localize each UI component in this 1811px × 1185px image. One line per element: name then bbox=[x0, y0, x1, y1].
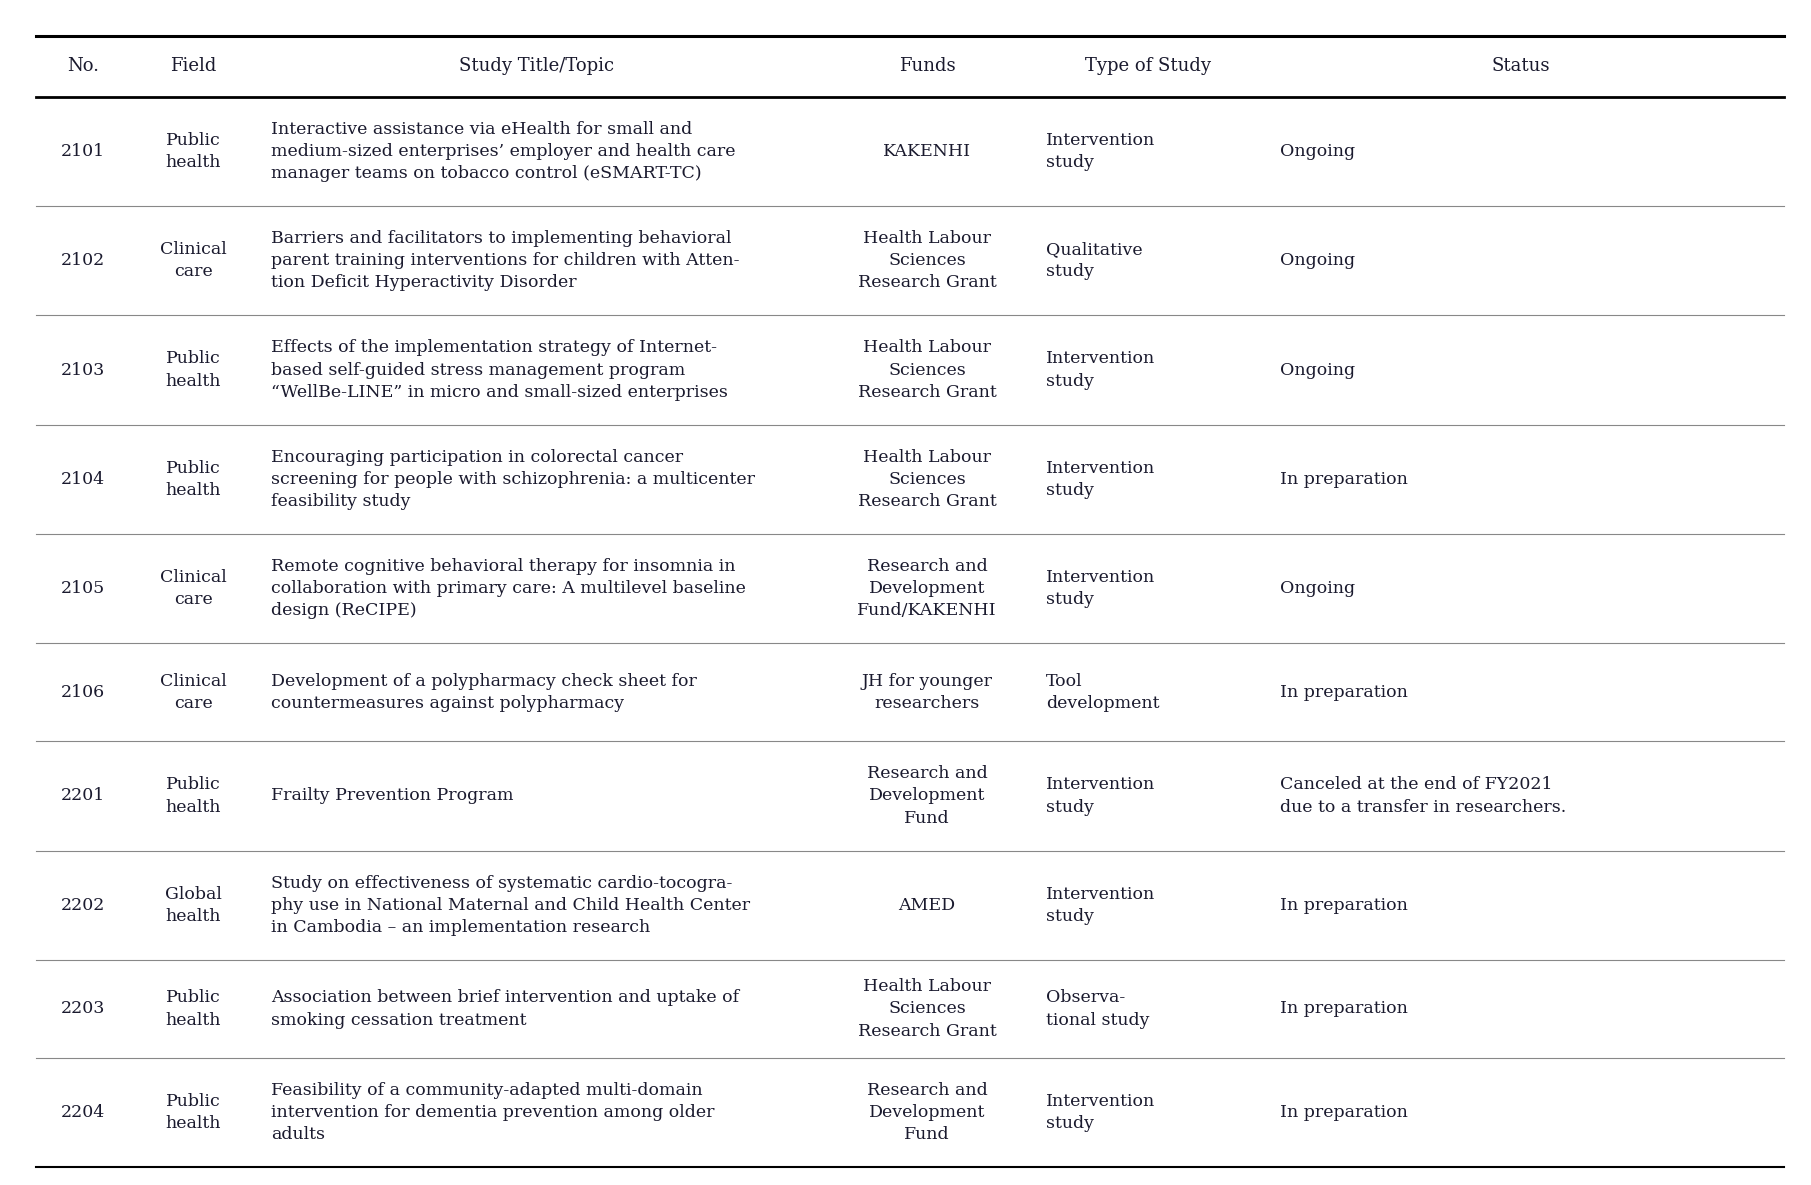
Text: Public
health: Public health bbox=[165, 132, 221, 171]
Text: Study Title/Topic: Study Title/Topic bbox=[460, 57, 614, 75]
Text: 2203: 2203 bbox=[62, 1000, 105, 1018]
Text: Public
health: Public health bbox=[165, 1093, 221, 1132]
Text: Canceled at the end of FY2021
due to a transfer in researchers.: Canceled at the end of FY2021 due to a t… bbox=[1280, 776, 1567, 815]
Text: Ongoing: Ongoing bbox=[1280, 361, 1355, 378]
Text: Tool
development: Tool development bbox=[1047, 673, 1159, 712]
Text: Ongoing: Ongoing bbox=[1280, 143, 1355, 160]
Text: Ongoing: Ongoing bbox=[1280, 581, 1355, 597]
Text: Intervention
study: Intervention study bbox=[1047, 132, 1155, 171]
Text: Remote cognitive behavioral therapy for insomnia in
collaboration with primary c: Remote cognitive behavioral therapy for … bbox=[272, 558, 746, 620]
Text: Health Labour
Sciences
Research Grant: Health Labour Sciences Research Grant bbox=[858, 339, 996, 401]
Text: Intervention
study: Intervention study bbox=[1047, 885, 1155, 924]
Text: Ongoing: Ongoing bbox=[1280, 252, 1355, 269]
Text: 2106: 2106 bbox=[62, 684, 105, 700]
Text: Effects of the implementation strategy of Internet-
based self-guided stress man: Effects of the implementation strategy o… bbox=[272, 339, 728, 401]
Text: Barriers and facilitators to implementing behavioral
parent training interventio: Barriers and facilitators to implementin… bbox=[272, 230, 739, 292]
Text: 2104: 2104 bbox=[62, 470, 105, 488]
Text: Clinical
care: Clinical care bbox=[159, 673, 226, 712]
Text: Public
health: Public health bbox=[165, 989, 221, 1029]
Text: Intervention
study: Intervention study bbox=[1047, 1093, 1155, 1132]
Text: Qualitative
study: Qualitative study bbox=[1047, 242, 1143, 281]
Text: Clinical
care: Clinical care bbox=[159, 569, 226, 608]
Text: Study on effectiveness of systematic cardio-tocogra-
phy use in National Materna: Study on effectiveness of systematic car… bbox=[272, 875, 750, 936]
Text: Public
health: Public health bbox=[165, 351, 221, 390]
Text: Health Labour
Sciences
Research Grant: Health Labour Sciences Research Grant bbox=[858, 230, 996, 292]
Text: Intervention
study: Intervention study bbox=[1047, 351, 1155, 390]
Text: KAKENHI: KAKENHI bbox=[884, 143, 971, 160]
Text: JH for younger
researchers: JH for younger researchers bbox=[862, 673, 992, 712]
Text: Observa-
tional study: Observa- tional study bbox=[1047, 989, 1150, 1029]
Text: In preparation: In preparation bbox=[1280, 470, 1407, 488]
Text: AMED: AMED bbox=[898, 897, 956, 914]
Text: Encouraging participation in colorectal cancer
screening for people with schizop: Encouraging participation in colorectal … bbox=[272, 449, 755, 510]
Text: 2201: 2201 bbox=[62, 788, 105, 805]
Text: Field: Field bbox=[170, 57, 216, 75]
Text: Status: Status bbox=[1492, 57, 1550, 75]
Text: Research and
Development
Fund: Research and Development Fund bbox=[867, 1082, 987, 1144]
Text: In preparation: In preparation bbox=[1280, 1000, 1407, 1018]
Text: 2101: 2101 bbox=[62, 143, 105, 160]
Text: Development of a polypharmacy check sheet for
countermeasures against polypharma: Development of a polypharmacy check shee… bbox=[272, 673, 697, 712]
Text: Research and
Development
Fund/KAKENHI: Research and Development Fund/KAKENHI bbox=[857, 558, 996, 620]
Text: 2105: 2105 bbox=[62, 581, 105, 597]
Text: No.: No. bbox=[67, 57, 100, 75]
Text: Funds: Funds bbox=[898, 57, 956, 75]
Text: Association between brief intervention and uptake of
smoking cessation treatment: Association between brief intervention a… bbox=[272, 989, 739, 1029]
Text: Public
health: Public health bbox=[165, 460, 221, 499]
Text: 2204: 2204 bbox=[62, 1104, 105, 1121]
Text: Feasibility of a community-adapted multi-domain
intervention for dementia preven: Feasibility of a community-adapted multi… bbox=[272, 1082, 715, 1144]
Text: 2102: 2102 bbox=[62, 252, 105, 269]
Text: Research and
Development
Fund: Research and Development Fund bbox=[867, 766, 987, 827]
Text: 2202: 2202 bbox=[62, 897, 105, 914]
Text: In preparation: In preparation bbox=[1280, 897, 1407, 914]
Text: In preparation: In preparation bbox=[1280, 684, 1407, 700]
Text: Frailty Prevention Program: Frailty Prevention Program bbox=[272, 788, 514, 805]
Text: Interactive assistance via eHealth for small and
medium-sized enterprises’ emplo: Interactive assistance via eHealth for s… bbox=[272, 121, 735, 182]
Text: Global
health: Global health bbox=[165, 885, 221, 924]
Text: Health Labour
Sciences
Research Grant: Health Labour Sciences Research Grant bbox=[858, 449, 996, 510]
Text: Public
health: Public health bbox=[165, 776, 221, 815]
Text: 2103: 2103 bbox=[62, 361, 105, 378]
Text: Type of Study: Type of Study bbox=[1085, 57, 1210, 75]
Text: Health Labour
Sciences
Research Grant: Health Labour Sciences Research Grant bbox=[858, 978, 996, 1039]
Text: In preparation: In preparation bbox=[1280, 1104, 1407, 1121]
Text: Intervention
study: Intervention study bbox=[1047, 776, 1155, 815]
Text: Clinical
care: Clinical care bbox=[159, 242, 226, 281]
Text: Intervention
study: Intervention study bbox=[1047, 460, 1155, 499]
Text: Intervention
study: Intervention study bbox=[1047, 569, 1155, 608]
